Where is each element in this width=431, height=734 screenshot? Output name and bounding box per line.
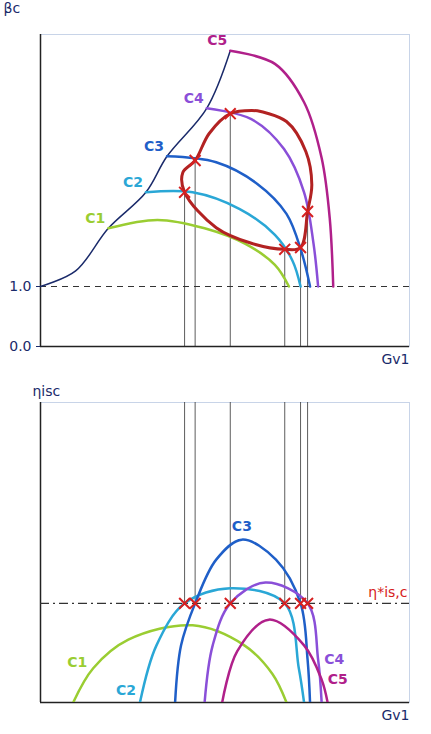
svg-text:C1: C1 — [85, 210, 105, 226]
svg-text:1.0: 1.0 — [9, 278, 31, 294]
svg-text:C5: C5 — [207, 32, 227, 48]
svg-text:Gv1: Gv1 — [381, 707, 409, 723]
svg-text:C2: C2 — [123, 174, 143, 190]
svg-text:C4: C4 — [184, 90, 204, 106]
svg-text:ηisc: ηisc — [33, 383, 61, 399]
svg-text:C4: C4 — [324, 651, 344, 667]
svg-text:C3: C3 — [144, 138, 164, 154]
svg-text:C5: C5 — [328, 671, 348, 687]
svg-text:Gv1: Gv1 — [381, 351, 409, 367]
svg-text:0.0: 0.0 — [9, 338, 31, 354]
svg-text:C3: C3 — [232, 518, 252, 534]
svg-text:C2: C2 — [116, 682, 136, 698]
svg-text:C1: C1 — [67, 654, 87, 670]
svg-text:βc: βc — [4, 0, 21, 16]
svg-text:η*is,c: η*is,c — [368, 584, 407, 600]
